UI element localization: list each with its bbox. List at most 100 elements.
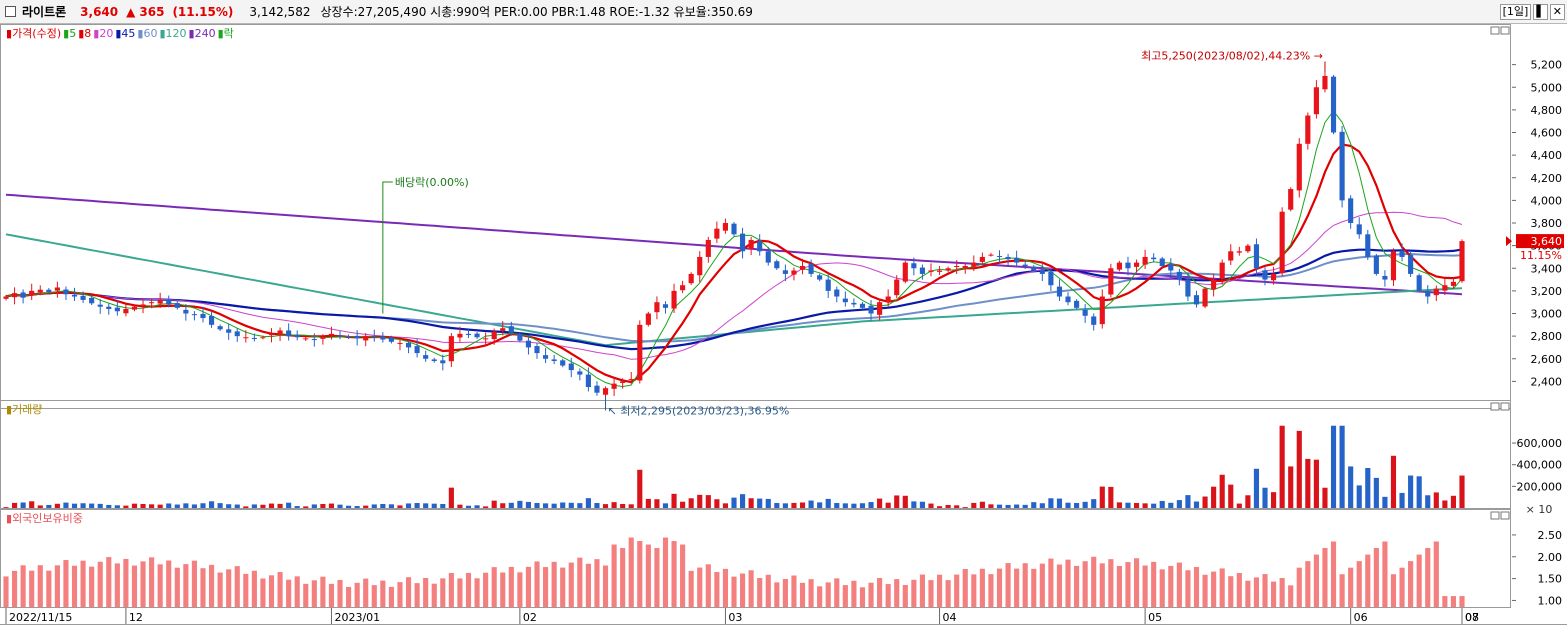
volume-bar [114,505,120,508]
candle-body [3,296,9,299]
candle-body [1185,279,1191,297]
ma-20-line [5,211,1463,360]
candle-body [1228,251,1234,261]
candle-body [1022,264,1028,266]
volume-bar [774,503,780,508]
foreign-ratio-bar [1271,581,1277,607]
foreign-ratio-bar [534,561,540,607]
candle-body [962,265,968,269]
volume-bar [174,504,180,508]
foreign-ratio-bar [842,585,848,607]
volume-bar [1271,492,1277,508]
price-change: 365 [139,4,165,19]
foreign-ratio-bar [1459,596,1465,607]
ma-45-line [5,248,1463,351]
panel-frames [0,24,1567,625]
foreign-ratio-bar [911,579,917,607]
y-tick-label: 3,000 [1531,308,1563,321]
period-button[interactable]: [1일] [1499,4,1532,20]
candle-body [902,262,908,282]
y-tick-label: 4,800 [1531,104,1563,117]
candle-body [602,388,609,395]
current-price: 3,640 [80,4,119,19]
volume-bar [851,503,857,508]
candle-body [1459,241,1465,282]
volume-bar [1168,502,1174,508]
volume-bar [988,504,994,508]
foreign-ratio-bar [11,570,18,607]
volume-bar [1253,468,1260,508]
panel-close-icon[interactable] [1500,402,1510,411]
foreign-ratio-bar [166,560,172,607]
candle-body [680,285,686,291]
candle-body [157,299,163,304]
foreign-ratio-bar [697,567,703,607]
foreign-ratio-bar [962,569,968,607]
candle-body [294,334,300,338]
panel-close-icon[interactable] [1500,26,1510,35]
foreign-ratio-bar [157,564,163,607]
y-tick-label: 5,200 [1531,59,1563,72]
candle-body [577,371,583,375]
panel-minimize-icon[interactable] [1490,402,1500,411]
candle-body [791,270,797,275]
panel-minimize-icon[interactable] [1490,26,1500,35]
volume-bar [234,504,240,508]
volume-bar [671,493,677,508]
foreign-ratio-bar [1133,558,1140,607]
maximize-icon[interactable]: ▌ [1533,4,1548,20]
foreign-ratio-bar [1125,562,1131,607]
volume-bar [1099,486,1105,508]
foreign-ratio-bar [825,582,831,607]
stock-name[interactable]: 라이트론 [22,5,67,19]
header-checkbox[interactable] [5,6,16,17]
foreign-ratio-bar [1074,565,1080,607]
panel-minimize-icon[interactable] [1490,511,1500,520]
candle-body [525,340,532,348]
candle-body [363,336,369,341]
foreign-ratio-bar [89,566,95,607]
candle-body [1390,251,1397,281]
volume-bar [594,503,600,508]
candle-body [662,304,669,308]
foreign-ratio-bar [1202,574,1208,607]
volume-bar [1279,425,1285,508]
candle-body [1099,296,1105,325]
volume-bar [560,502,566,508]
foreign-ratio-bar [757,578,763,607]
volume-bar [1031,502,1037,508]
y-tick-label: 4,400 [1531,149,1563,162]
foreign-ratio-bar [1450,596,1457,607]
volume-bar [602,504,609,508]
chart-header: 라이트론 3,640 ▲ 365 (11.15%) 3,142,582 상장수:… [0,0,1567,24]
volume-bar [3,507,9,508]
volume-bar [697,494,703,508]
candle-body [166,299,172,305]
current-price-arrow-icon [1506,236,1512,247]
foreign-ratio-bar [1245,580,1251,607]
panel-close-icon[interactable] [1500,511,1510,520]
foreign-ratio-bar [1031,568,1037,607]
foreign-ratio-bar [46,570,52,607]
candle-body [440,360,446,364]
candle-body [1365,234,1371,257]
volume-bar [123,505,129,508]
volume-bar [568,502,574,508]
volume-bar [311,504,317,508]
candle-body [936,270,943,272]
foreign-ratio-bar [705,564,711,607]
close-icon[interactable]: ✕ [1549,4,1565,20]
volume-bar [1433,492,1439,508]
volume-bar [37,505,43,508]
candle-body [594,385,600,393]
volume-bar [1288,466,1294,508]
foreign-ratio-bar [234,566,240,607]
candle-body [1339,131,1345,201]
candle-body [63,289,69,295]
volume-bar [962,507,968,508]
candle-body [551,359,557,362]
candle-body [620,381,626,383]
volume-bar [508,502,514,508]
candle-body [757,241,763,252]
